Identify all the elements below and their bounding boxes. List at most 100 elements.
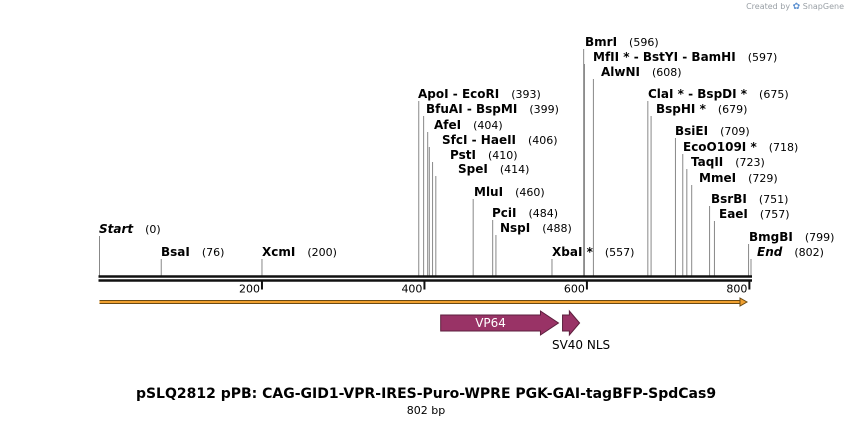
- site-position: (723): [735, 156, 765, 169]
- backbone: [98, 275, 752, 282]
- site-label: BsrBI (751): [711, 192, 788, 206]
- feature-label: VP64: [475, 316, 506, 330]
- site-name: BsrBI: [711, 192, 747, 206]
- site-label: MmeI (729): [699, 171, 778, 185]
- site-name: NspI: [500, 221, 530, 235]
- site-label: ClaI * - BspDI * (675): [648, 87, 789, 101]
- site-name: Start: [99, 222, 134, 236]
- created-by-text: Created by: [746, 2, 791, 11]
- feature-arrows: VP64 SV40 NLS: [440, 309, 610, 352]
- site-name: BmgBI: [749, 230, 793, 244]
- site-label: PstI (410): [450, 148, 518, 162]
- site-label: BsiEI (709): [675, 124, 750, 138]
- site-label: MfII * - BstYI - BamHI (597): [593, 50, 777, 64]
- feature-arrow: [562, 309, 581, 337]
- site-name: BstYI: [643, 50, 678, 64]
- site-position: (597): [748, 51, 778, 64]
- site-position: (484): [529, 207, 559, 220]
- site-label: End (802): [757, 245, 824, 259]
- site-position: (608): [652, 66, 682, 79]
- site-position: (751): [759, 193, 789, 206]
- site-label: PciI (484): [492, 206, 558, 220]
- site-label: ApoI - EcoRI (393): [418, 87, 541, 101]
- site-separator: -: [630, 50, 643, 64]
- site-position: (414): [500, 163, 530, 176]
- site-position: (404): [473, 119, 503, 132]
- site-position: (675): [759, 88, 789, 101]
- site-position: (460): [515, 186, 545, 199]
- site-label: TaqII (723): [691, 155, 765, 169]
- site-name: XcmI: [262, 245, 295, 259]
- site-name: BspHI *: [656, 102, 707, 116]
- site-label: BspHI * (679): [656, 102, 747, 116]
- site-name: ApoI: [418, 87, 449, 101]
- site-name: End: [757, 245, 783, 259]
- site-name: BamHI: [691, 50, 735, 64]
- site-name: BfuAI: [426, 102, 463, 116]
- site-name: HaeII: [481, 133, 516, 147]
- site-label: MluI (460): [474, 185, 545, 199]
- site-name: TaqII: [691, 155, 723, 169]
- site-label: XbaI * (557): [552, 245, 634, 259]
- site-label: BsaI (76): [161, 245, 224, 259]
- map-title: pSLQ2812 pPB: CAG-GID1-VPR-IRES-Puro-WPR…: [135, 386, 717, 402]
- tick-label: 400: [401, 283, 422, 296]
- site-position: (488): [542, 222, 572, 235]
- site-position: (76): [202, 246, 225, 259]
- tick-label: 800: [726, 283, 747, 296]
- site-name: BspDI *: [697, 87, 747, 101]
- site-position: (557): [605, 246, 635, 259]
- site-separator: -: [684, 87, 697, 101]
- tick-label: 200: [239, 283, 260, 296]
- site-name: SpeI: [458, 162, 488, 176]
- site-name: BsiEI: [675, 124, 708, 138]
- site-name: XbaI *: [552, 245, 594, 259]
- site-position: (757): [760, 208, 790, 221]
- site-position: (596): [629, 36, 659, 49]
- site-name: BmrI: [585, 35, 617, 49]
- site-separator: -: [463, 102, 476, 116]
- site-separator: -: [678, 50, 691, 64]
- site-name: EaeI: [719, 207, 748, 221]
- site-name: SfcI: [442, 133, 467, 147]
- site-name: EcoO109I *: [683, 140, 757, 154]
- site-name: BspMI: [476, 102, 517, 116]
- site-name: AlwNI: [601, 65, 640, 79]
- feature-label: SV40 NLS: [552, 338, 610, 352]
- snapgene-branding: Created by ✿ SnapGene: [746, 2, 844, 12]
- tick-label: 600: [564, 283, 585, 296]
- site-label: NspI (488): [500, 221, 572, 235]
- map-length: 802 bp: [406, 404, 446, 417]
- site-label: AfeI (404): [434, 118, 503, 132]
- site-position: (200): [307, 246, 337, 259]
- site-position: (799): [805, 231, 835, 244]
- site-name: BsaI: [161, 245, 190, 259]
- site-label: XcmI (200): [262, 245, 337, 259]
- site-position: (410): [488, 149, 518, 162]
- site-name: EcoRI: [462, 87, 499, 101]
- site-name: MmeI: [699, 171, 736, 185]
- site-position: (679): [718, 103, 748, 116]
- site-label: SpeI (414): [458, 162, 529, 176]
- site-label: EcoO109I * (718): [683, 140, 798, 154]
- site-name: PstI: [450, 148, 476, 162]
- snapgene-logo-icon: ✿: [792, 2, 801, 12]
- orf-arrow: [99, 297, 749, 307]
- site-name: ClaI *: [648, 87, 685, 101]
- site-separator: -: [449, 87, 462, 101]
- orf-arrowhead: [739, 297, 749, 307]
- site-label: BmgBI (799): [749, 230, 834, 244]
- snapgene-name: SnapGene: [802, 2, 844, 11]
- site-label: SfcI - HaeII (406): [442, 133, 558, 147]
- feature-arrow: [440, 310, 560, 336]
- site-label: Start (0): [99, 222, 161, 236]
- site-lines: [99, 49, 752, 277]
- site-position: (802): [794, 246, 824, 259]
- site-label: EaeI (757): [719, 207, 790, 221]
- site-position: (406): [528, 134, 558, 147]
- site-name: AfeI: [434, 118, 461, 132]
- ruler-ticks: 200 400 600 800: [239, 280, 751, 296]
- site-position: (393): [511, 88, 541, 101]
- site-position: (729): [748, 172, 778, 185]
